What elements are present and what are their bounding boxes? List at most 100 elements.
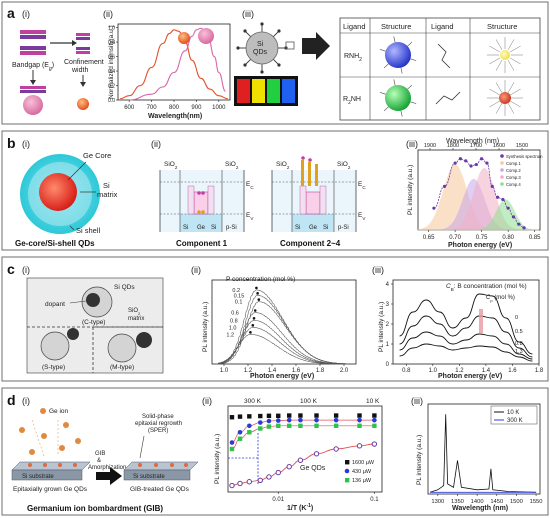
spectrum-chart-c-iii: CB: B concentration (mol %) Cp (mol %) 0… <box>378 279 544 380</box>
b-iii-xtick-label: 0.85 <box>529 235 541 241</box>
b-iii-point <box>506 206 510 210</box>
table-r1: RNH2 <box>344 53 362 63</box>
c-ii-peak-marker <box>252 317 256 320</box>
table-ligand <box>400 110 403 117</box>
ligand-end <box>260 22 264 26</box>
alkyne-structure-core <box>499 92 511 104</box>
c-iii-ytick-label: 1 <box>386 342 390 348</box>
d-iii-legend-label: 300 K <box>507 418 523 424</box>
d-ii-legend-swatch <box>344 468 350 474</box>
c-iii-curve-0 <box>399 293 533 355</box>
c-ii-curve-label: 0.6 <box>231 311 239 317</box>
ligand-end <box>236 46 240 50</box>
b-iii-point <box>432 206 436 210</box>
c-ii-peak-marker <box>257 298 261 301</box>
small-qd-sphere <box>77 98 89 110</box>
d-ii-point-136 <box>287 423 292 428</box>
d-ii-xtick-label: 0.01 <box>272 497 284 503</box>
c-iii-ylabel: PL intensity (a.u.) <box>378 302 385 352</box>
d-ii-point-136 <box>237 436 243 441</box>
core-shell-caption: Ge-core/Si-shell QDs <box>15 239 95 248</box>
table-chain <box>495 60 503 71</box>
a-ii-ytick-label: 0.2 <box>108 84 115 90</box>
a-ii-series-0 <box>120 29 228 100</box>
epitaxial-label: Epitaxially grown Ge QDs <box>13 486 88 493</box>
a-ii-ylabel: Normalized intensity(a.u.) <box>108 25 115 99</box>
d-ii-point-1600 <box>229 415 235 420</box>
a-ii-ytick-label: 0.4 <box>108 69 115 75</box>
substrate-right: Si substrate <box>133 474 165 480</box>
d-ii-point-430 <box>237 429 243 435</box>
d-ii-xtick-label: 0.1 <box>370 497 379 503</box>
table-chain <box>507 39 515 50</box>
d-iii-legend-label: 10 K <box>507 410 519 416</box>
si-a-1: Si <box>183 225 188 231</box>
d-ii-point-1600 <box>247 414 252 419</box>
d-ii-point-430 <box>257 420 263 425</box>
d-ii-point-430 <box>229 440 235 445</box>
ec-label-1: EC <box>246 181 254 190</box>
b-iii-toptick-label: 1500 <box>516 143 528 149</box>
panel-c-iii-label: (iii) <box>372 265 384 275</box>
d-ii-geqds-point <box>313 451 320 457</box>
d-ii-xlabel: 1/T (K-1) <box>287 503 313 512</box>
table-chain <box>507 60 515 71</box>
b-iii-legend-swatch <box>500 161 504 165</box>
ec-label-2: EC <box>358 181 366 190</box>
bandgap-label: Bandgap (Eg) <box>12 62 54 72</box>
c-iii-xtick-label: 1.4 <box>482 368 491 374</box>
b-iii-point <box>480 157 484 161</box>
band-diagram-component2: SiO2 SiO2 EC EV Si Ge Si p-Si Component … <box>271 156 366 248</box>
table-ligand <box>410 101 417 104</box>
b-iii-xtick-label: 0.80 <box>502 235 514 241</box>
c-iii-xtick-label: 1.0 <box>429 368 438 374</box>
table-chain <box>510 88 521 96</box>
bandgap-schematic: Bandgap (Eg) Confinement width <box>12 30 104 115</box>
panel-a-letter: a <box>7 5 15 21</box>
ligand-end <box>243 63 247 67</box>
si-shell-label: Si shell <box>76 226 101 235</box>
d-ii-point-1600 <box>276 413 281 419</box>
si-a-2: Si <box>295 225 300 231</box>
b-iii-point <box>495 195 500 199</box>
b-iii-legend-label: Comp.3 <box>506 175 521 180</box>
d-ii-geqds-point <box>237 480 243 487</box>
d-iii-xtick-label: 1400 <box>471 499 484 505</box>
d-ii-point-1600 <box>357 413 362 418</box>
d-ii-geqds-point <box>333 446 339 452</box>
table-r2: R2NH <box>343 96 361 106</box>
ge-ion-icon <box>40 408 46 414</box>
table-chain <box>507 82 515 93</box>
d-ii-point-136 <box>372 423 377 428</box>
b-iii-legend-label: Comp.2 <box>506 168 521 173</box>
b-iii-legend-swatch <box>500 168 504 172</box>
sio2-right-1: SiO2 <box>225 161 239 170</box>
table-chain <box>489 88 500 96</box>
c-ii-curve-label: 1.2 <box>226 332 234 338</box>
d-ii-geqds-point <box>275 469 281 476</box>
amorphization-label: Amorphization <box>88 465 126 471</box>
c-type-label: (C-type) <box>82 319 105 326</box>
ge-qds-label: Ge QDs <box>300 465 326 472</box>
panel-d-i-label: (i) <box>22 396 30 406</box>
m-type-qd <box>107 333 137 363</box>
c-ii-ylabel: PL intensity (a.u.) <box>202 302 209 352</box>
si-b-2: Si <box>323 225 328 231</box>
confinement-label: Confinement <box>64 59 104 66</box>
b-iii-ylabel: PL intensity (a.u.) <box>407 165 414 215</box>
si-matrix-label2: matrix <box>97 190 118 199</box>
qds-label: QDs <box>253 49 268 56</box>
panel-a-ii-label: (ii) <box>103 9 113 19</box>
b-iii-legend-swatch <box>500 182 504 186</box>
d-ii-legend-label: 136 µW <box>352 478 372 484</box>
ge-1: Ge <box>197 225 206 231</box>
c-iii-xtick-label: 1.2 <box>455 368 464 374</box>
si-qds-label: Si QDs <box>114 284 135 291</box>
table-ligand <box>379 49 386 52</box>
table-h2: Structure <box>381 22 411 31</box>
table-h4: Structure <box>487 22 517 31</box>
d-ii-point-136 <box>314 423 319 428</box>
orange-qd-sphere <box>178 32 190 44</box>
panel-c-ii-label: (ii) <box>191 265 201 275</box>
d-ii-geqds-point <box>371 441 378 447</box>
